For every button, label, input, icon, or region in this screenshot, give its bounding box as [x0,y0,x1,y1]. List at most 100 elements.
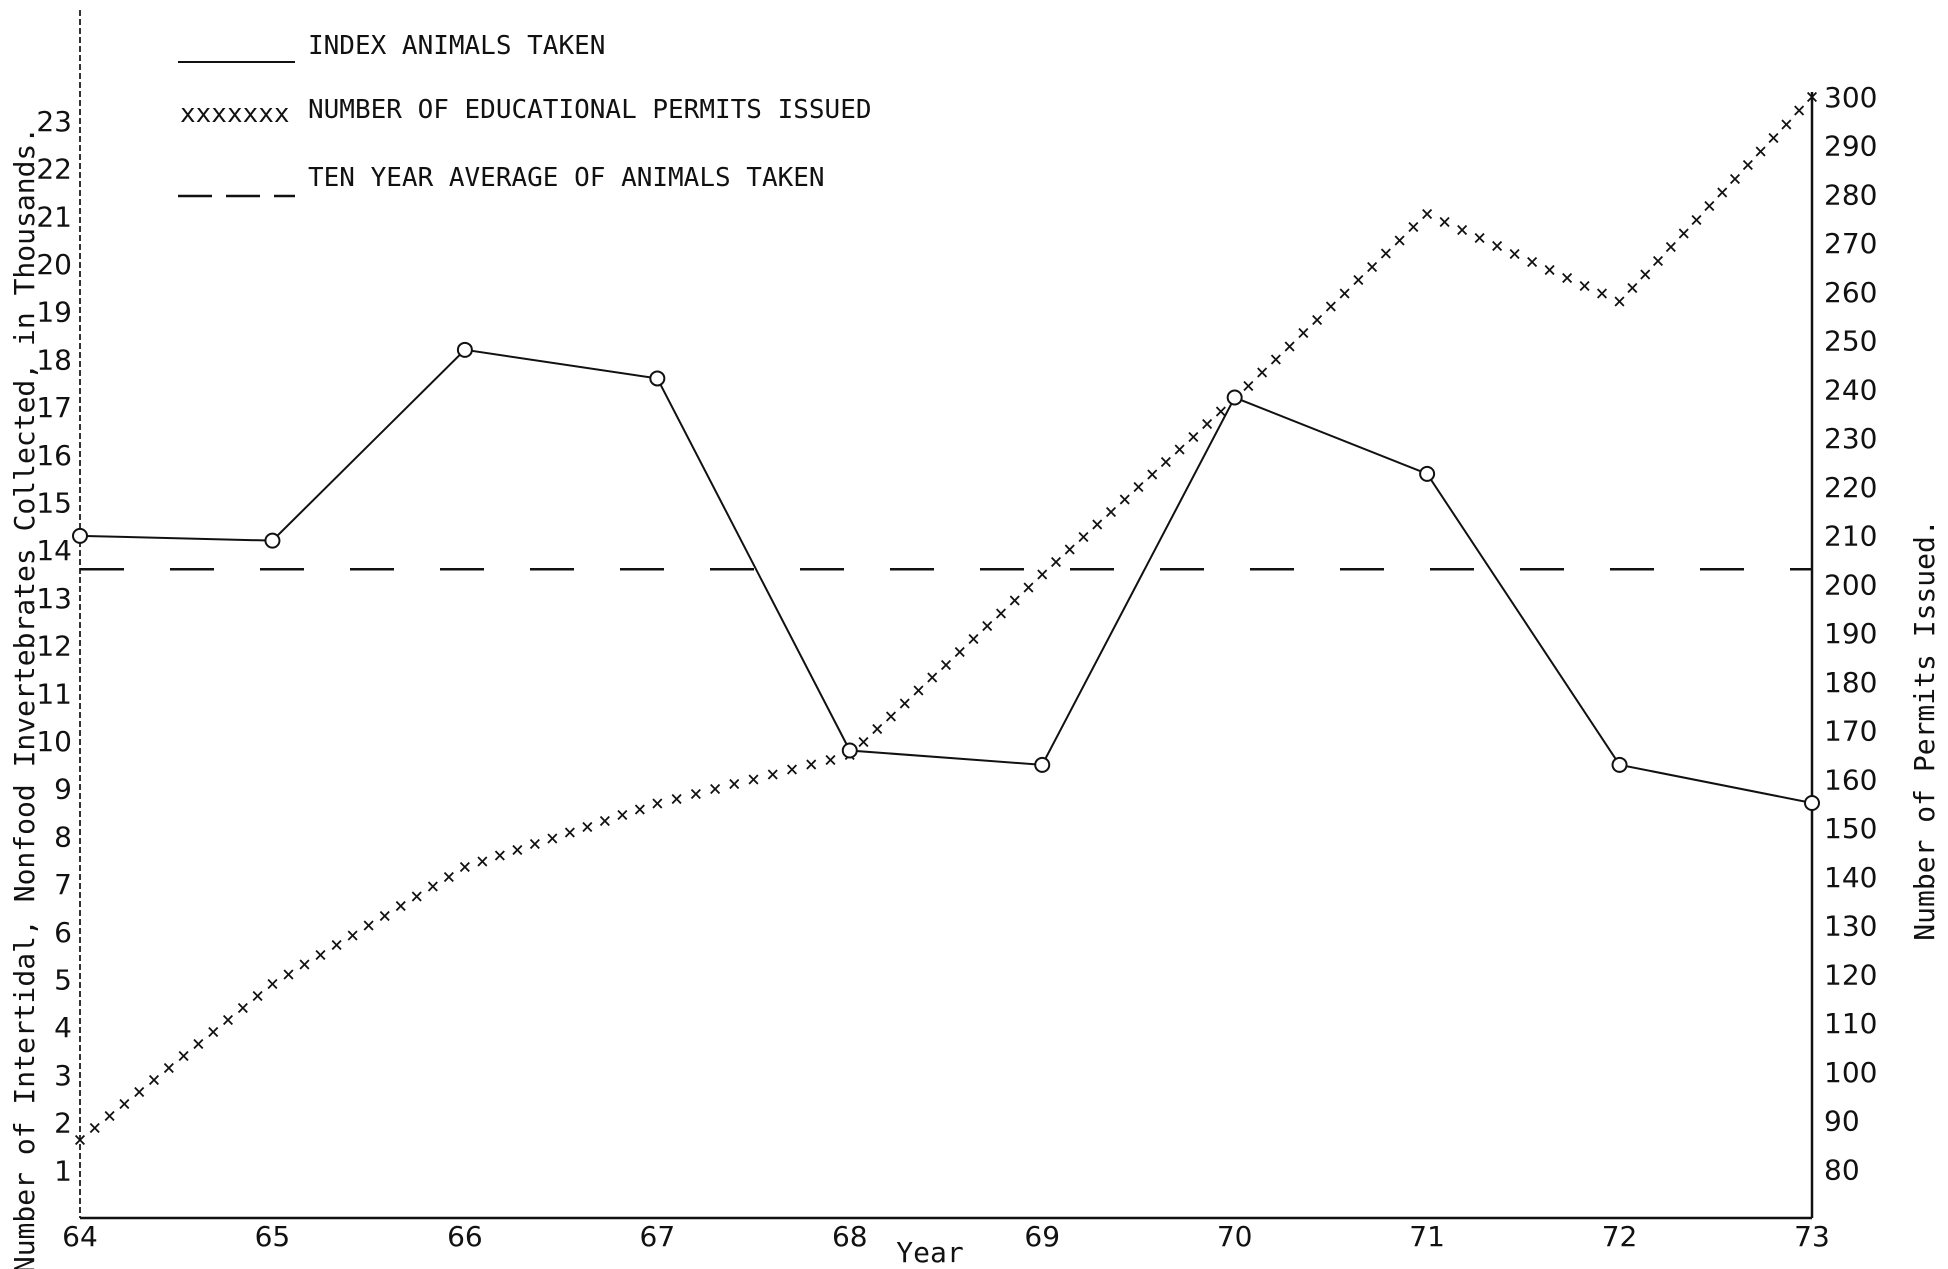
permit-x-mark: × [133,1080,146,1105]
permit-x-mark: × [394,894,407,919]
left-y-tick-label: 15 [36,486,72,519]
index-animals-point [1804,794,1820,811]
permit-x-mark: × [1008,588,1021,613]
left-y-tick-label: 8 [54,820,72,853]
x-tick-label: 67 [640,1220,676,1253]
right-y-tick-label: 230 [1824,422,1877,455]
right-y-tick-label: 210 [1824,520,1877,553]
permit-x-mark: × [1311,308,1324,333]
permit-x-mark: × [1639,262,1652,287]
left-y-tick-label: 9 [54,773,72,806]
right-y-axis-title: Number of Permits Issued. [1908,519,1941,940]
left-y-tick-label: 5 [54,963,72,996]
permit-x-mark: × [1754,140,1767,165]
x-axis-title: Year [896,1236,963,1269]
permit-x-mark: × [103,1104,116,1129]
right-y-tick-label: 160 [1824,763,1877,796]
permit-x-mark: × [528,832,541,857]
left-y-axis-title: Number of Intertidal, Nonfood Invertebra… [8,127,41,1269]
right-y-tick-label: 100 [1824,1056,1877,1089]
axes [79,10,1814,1220]
permit-x-mark: × [1049,550,1062,575]
right-y-tick-label: 170 [1824,715,1877,748]
permit-x-mark: × [1741,153,1754,178]
permit-x-mark: × [442,865,455,890]
permit-x-mark: × [118,1092,131,1117]
permit-x-mark: × [1728,167,1741,192]
permit-x-mark: × [221,1008,234,1033]
permit-x-mark: × [1269,347,1282,372]
left-y-tick-label: 22 [36,153,72,186]
permit-x-mark: × [785,758,798,783]
permit-x-mark: × [1201,412,1214,437]
right-y-tick-label: 250 [1824,325,1877,358]
permit-x-mark: × [147,1068,160,1093]
permit-x-mark: × [162,1056,175,1081]
permit-x-mark: × [493,844,506,869]
permit-x-mark: × [967,627,980,652]
left-y-tick-label: 21 [36,200,72,233]
right-y-tick-label: 260 [1824,276,1877,309]
index-animals-point [1034,756,1051,773]
permit-x-mark: × [1338,281,1351,306]
permit-x-mark: × [177,1044,190,1069]
permit-x-mark: × [689,782,702,807]
left-y-tick-label: 14 [36,534,72,567]
permit-x-mark: × [546,826,559,851]
right-y-tick-label: 190 [1824,617,1877,650]
right-y-tick-label: 180 [1824,666,1877,699]
permit-x-mark: × [805,753,818,778]
permit-x-mark: × [73,1128,86,1153]
right-y-tick-label: 220 [1824,471,1877,504]
permit-x-mark: × [282,962,295,987]
permit-x-mark: × [511,838,524,863]
permit-x-mark: × [1242,374,1255,399]
permit-x-mark: × [857,730,870,755]
x-tick-labels: 64 65 66 67 68 69 70 71 72 73 [62,1220,1830,1253]
right-y-tick-label: 90 [1824,1105,1860,1138]
left-y-tick-label: 12 [36,630,72,663]
legend-label-index: INDEX ANIMALS TAKEN [308,31,605,61]
left-y-tick-label: 23 [36,105,72,138]
left-y-tick-label: 7 [54,868,72,901]
right-y-tick-labels: 80 90 100 110 120 130 140 150 160 170 180 190 200 210… [1824,81,1877,1186]
right-y-tick-label: 120 [1824,958,1877,991]
right-y-tick-label: 130 [1824,910,1877,943]
index-animals-point [456,341,473,358]
permit-x-mark: × [1407,215,1420,240]
permit-x-mark: × [1366,255,1379,280]
series-layer: × × × × × × × × × × × × × × × × × × × × × × × × × × × × × × × × × × × × × × × ×… [72,85,1820,1153]
permit-x-mark: × [1508,242,1521,267]
x-tick-label: 66 [447,1220,483,1253]
permit-x-mark: × [824,748,837,773]
permit-x-mark: × [251,984,264,1009]
left-y-tick-label: 11 [36,677,72,710]
right-y-tick-label: 290 [1824,130,1877,163]
index-animals-line [79,348,1813,804]
index-animals-point [649,370,666,387]
permit-x-mark: × [1664,235,1677,260]
permit-x-mark: × [871,717,884,742]
permit-x-mark: × [884,704,897,729]
permit-x-mark: × [1132,475,1145,500]
permit-x-mark: × [1793,99,1806,124]
permit-x-mark: × [378,904,391,929]
permit-x-mark: × [1490,234,1503,259]
right-y-tick-label: 140 [1824,861,1877,894]
index-animals-point [1611,756,1628,773]
index-animals-point [264,532,281,549]
permit-x-mark: × [616,803,629,828]
x-tick-label: 72 [1602,1220,1638,1253]
left-y-tick-label: 1 [54,1154,72,1187]
permit-x-mark: × [651,792,664,817]
permit-x-mark: × [728,772,741,797]
permit-x-mark: × [458,855,471,880]
permit-x-mark: × [476,849,489,874]
permit-x-mark: × [298,953,311,978]
right-y-tick-label: 240 [1824,373,1877,406]
x-tick-label: 68 [832,1220,868,1253]
right-y-tick-label: 270 [1824,227,1877,260]
permit-x-mark: × [1613,290,1626,315]
permit-x-mark: × [1677,221,1690,246]
